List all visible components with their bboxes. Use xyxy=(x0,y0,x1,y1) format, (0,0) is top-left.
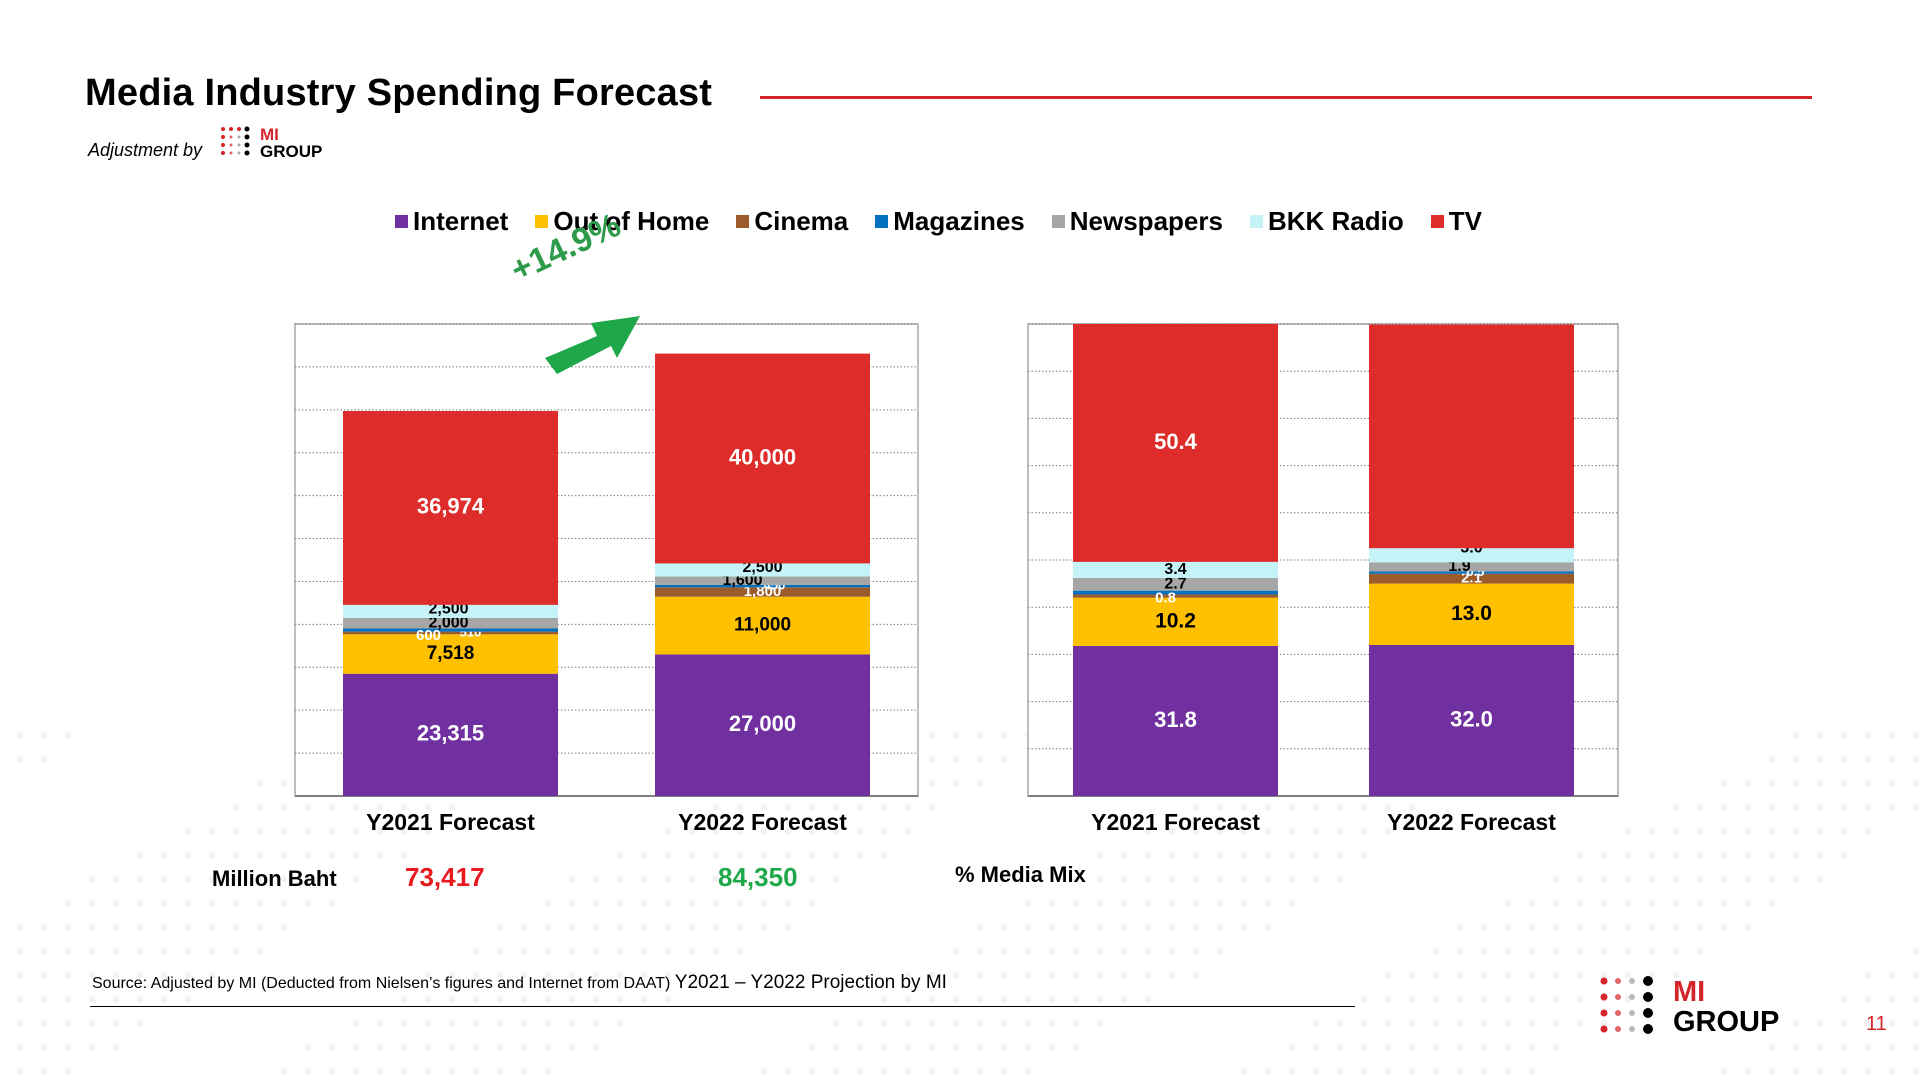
page-number: 11 xyxy=(1866,1013,1887,1035)
growth-arrow-icon xyxy=(545,316,640,374)
total-y2021: 73,417 xyxy=(405,862,485,892)
legend-swatch-tv xyxy=(1430,215,1444,228)
unit-label: Million Baht xyxy=(212,866,337,891)
mi-group-logo: MI GROUP xyxy=(1598,975,1779,1040)
legend-label-magazines: Magazines xyxy=(893,206,1025,236)
logo-dots-icon xyxy=(1600,976,1653,1034)
page-title: Media Industry Spending Forecast xyxy=(85,72,713,114)
projection-text: Y2021 – Y2022 Projection by MI xyxy=(674,972,947,993)
footer-divider xyxy=(90,1006,1355,1007)
logo-text-group: GROUP xyxy=(260,142,323,161)
legend-item-tv: TV xyxy=(1430,206,1482,237)
legend-label-newspapers: Newspapers xyxy=(1069,206,1223,236)
legend-item-newspapers: Newspapers xyxy=(1051,206,1223,237)
title-divider xyxy=(760,96,1812,99)
media-mix-label: % Media Mix xyxy=(955,862,1086,887)
legend-swatch-newspapers xyxy=(1051,215,1065,228)
legend-label-out-of-home: Out of Home xyxy=(553,206,710,236)
mi-group-logo-small: MI GROUP xyxy=(220,126,322,163)
logo-text-group: GROUP xyxy=(1673,1006,1780,1038)
legend-label-tv: TV xyxy=(1448,206,1482,236)
logo-text-mi: MI xyxy=(260,125,279,144)
legend-swatch-out-of-home xyxy=(535,215,549,228)
source-note: Source: Adjusted by MI (Deducted from Ni… xyxy=(92,972,947,994)
chart-legend: Internet Out of Home Cinema Magazines Ne… xyxy=(395,206,1482,237)
legend-item-magazines: Magazines xyxy=(875,206,1025,237)
legend-item-bkk-radio: BKK Radio xyxy=(1249,206,1404,237)
legend-swatch-magazines xyxy=(875,215,889,228)
legend-item-cinema: Cinema xyxy=(736,206,848,237)
logo-text-mi: MI xyxy=(1673,976,1706,1008)
legend-label-bkk-radio: BKK Radio xyxy=(1267,206,1404,236)
adjustment-label: Adjustment by xyxy=(88,140,203,160)
total-y2022: 84,350 xyxy=(718,862,798,892)
legend-item-out-of-home: Out of Home xyxy=(535,206,709,237)
source-text: Source: Adjusted by MI (Deducted from Ni… xyxy=(92,975,671,992)
legend-label-cinema: Cinema xyxy=(754,206,849,236)
legend-swatch-bkk-radio xyxy=(1249,215,1263,228)
legend-swatch-internet xyxy=(395,215,408,228)
legend-swatch-cinema xyxy=(736,215,750,228)
legend-item-internet: Internet xyxy=(395,206,508,237)
legend-label-internet: Internet xyxy=(413,206,509,236)
logo-dots-icon xyxy=(221,126,250,156)
